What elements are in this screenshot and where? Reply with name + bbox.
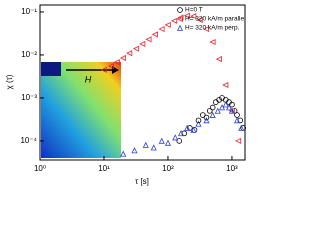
point: [177, 130, 185, 137]
inset: H: [41, 62, 121, 158]
point: [235, 137, 242, 144]
point: [234, 112, 240, 118]
point: [183, 12, 191, 19]
point: [206, 108, 213, 114]
inset-label: H: [85, 74, 92, 84]
point: [196, 16, 203, 24]
point: [190, 126, 197, 133]
point: [195, 117, 202, 124]
page: H τ [s] χ (τ) 10⁰ 10¹ 10² 10³ 10⁻⁴ 10⁻³ 10⁻² 10…: [5, 4, 247, 187]
y-tick-label: 10⁻³: [21, 93, 37, 102]
point: [184, 124, 191, 131]
series: [176, 95, 247, 144]
point: [233, 117, 241, 124]
point: [238, 124, 245, 131]
x-tick-label: 10³: [226, 164, 238, 173]
point: [164, 21, 171, 28]
point: [215, 56, 222, 63]
point: [190, 13, 197, 20]
point: [228, 107, 235, 114]
point: [176, 15, 183, 23]
point: [120, 150, 127, 157]
point: [119, 54, 127, 62]
legend-label: H= 320 kA/m parallel: [185, 16, 246, 23]
plot-frame: [39, 4, 246, 161]
point: [176, 138, 183, 144]
point: [177, 14, 184, 21]
point: [150, 144, 157, 151]
point: [145, 36, 152, 43]
point: [209, 38, 216, 46]
point: [209, 104, 216, 111]
point: [131, 147, 138, 154]
chart: H τ [s] χ (τ) 10⁰ 10¹ 10² 10³ 10⁻⁴ 10⁻³ 10⁻² 10…: [5, 4, 247, 186]
point: [139, 40, 146, 48]
x-tick-label: 10²: [162, 164, 174, 173]
point: [142, 141, 149, 148]
point: [113, 59, 120, 66]
point: [203, 114, 210, 121]
point: [151, 31, 158, 38]
point: [100, 66, 107, 73]
y-axis-label: χ (τ): [5, 74, 14, 89]
inset-corner: [41, 62, 61, 76]
y-tick-label: 10⁻⁴: [20, 136, 37, 145]
point: [107, 63, 115, 70]
x-tick-label: 10¹: [98, 164, 110, 173]
point: [214, 107, 221, 114]
x-axis-label: τ [s]: [135, 177, 149, 186]
point: [218, 104, 226, 111]
point: [199, 112, 206, 118]
point: [172, 134, 179, 141]
point: [225, 104, 233, 111]
point: [164, 139, 172, 146]
y-tick-label: 10⁻²: [21, 50, 37, 59]
point: [176, 24, 184, 31]
point: [209, 111, 216, 118]
point: [228, 107, 235, 114]
point: [229, 101, 235, 108]
point: [158, 26, 165, 33]
point: [126, 50, 133, 57]
point: [171, 17, 178, 24]
legend-label: H=0 T: [185, 7, 203, 14]
point: [158, 137, 165, 144]
series: [100, 12, 242, 144]
point: [133, 45, 140, 52]
series: [120, 101, 245, 157]
inset-image: [41, 62, 121, 158]
point: [195, 120, 202, 127]
y-tick-label: 10⁻¹: [21, 7, 37, 16]
x-tick-label: 10⁰: [34, 164, 46, 173]
point: [203, 26, 210, 33]
point: [177, 7, 183, 13]
legend-label: H= 320 kA/m perp.: [185, 25, 240, 32]
point: [222, 101, 229, 108]
point: [203, 117, 210, 124]
point: [222, 81, 229, 89]
